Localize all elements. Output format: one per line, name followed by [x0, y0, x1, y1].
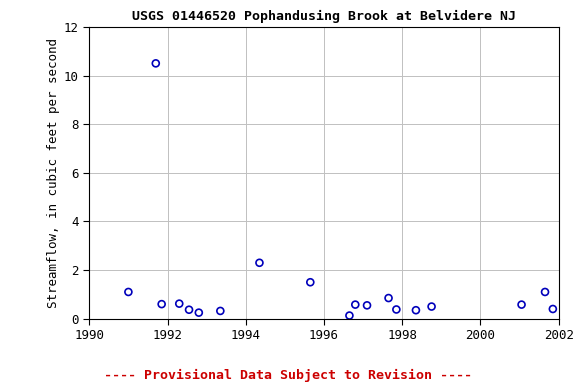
Point [151, 60, 160, 66]
Point [384, 295, 393, 301]
Point [306, 279, 315, 285]
Text: ---- Provisional Data Subject to Revision ----: ---- Provisional Data Subject to Revisio… [104, 369, 472, 382]
Point [175, 301, 184, 307]
Point [392, 306, 401, 313]
Point [411, 307, 420, 313]
Point [362, 302, 372, 308]
Point [517, 301, 526, 308]
Y-axis label: Streamflow, in cubic feet per second: Streamflow, in cubic feet per second [47, 38, 60, 308]
Point [255, 260, 264, 266]
Point [345, 313, 354, 319]
Point [351, 301, 360, 308]
Point [216, 308, 225, 314]
Point [427, 303, 436, 310]
Point [184, 307, 194, 313]
Point [194, 310, 203, 316]
Point [548, 306, 558, 312]
Point [124, 289, 133, 295]
Point [540, 289, 550, 295]
Title: USGS 01446520 Pophandusing Brook at Belvidere NJ: USGS 01446520 Pophandusing Brook at Belv… [132, 10, 516, 23]
Point [157, 301, 166, 307]
